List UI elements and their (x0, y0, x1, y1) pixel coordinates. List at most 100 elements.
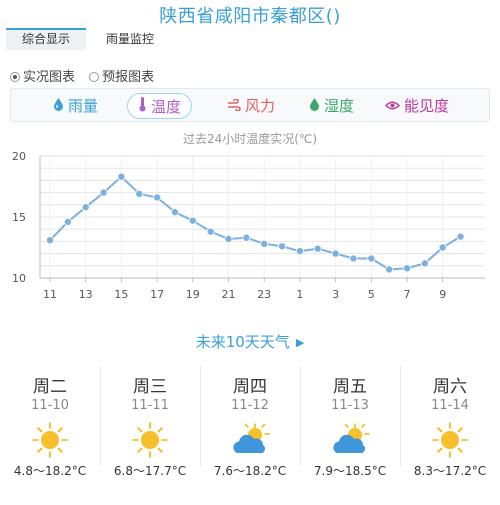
metric-wind-label: 风力 (245, 97, 276, 115)
metric-rain-label: 雨量 (68, 97, 99, 115)
day-divider (200, 366, 201, 466)
forecast-title-link[interactable]: 未来10天天气 ▶ (0, 331, 500, 352)
humidity-drop-icon (309, 95, 320, 121)
radio-forecast-chart[interactable]: 预报图表 (89, 66, 154, 85)
metric-tab-humidity[interactable]: 湿度 (309, 93, 354, 119)
x-tick-label: 11 (43, 288, 57, 301)
data-point (367, 254, 376, 263)
data-point (46, 236, 55, 245)
x-tick-label: 7 (404, 288, 411, 301)
tab-bar: 综合显示 雨量监控 (0, 28, 500, 50)
forecast-day[interactable]: 周五 11-13 7.9～18.5°C (300, 362, 400, 502)
metric-tab-temperature[interactable]: 温度 (127, 93, 193, 122)
forecast-day-date: 11-13 (331, 398, 369, 413)
forecast-temp-range: 7.6～18.2°C (213, 464, 287, 478)
wind-icon (227, 95, 241, 121)
forecast-temp-range: 6.8～17.7°C (113, 464, 187, 478)
radio-live-chart[interactable]: 实况图表 (10, 66, 75, 85)
forecast-title-text: 未来10天天气 (195, 333, 290, 351)
forecast-day-name: 周五 (333, 377, 367, 397)
y-tick-label: 10 (12, 272, 26, 285)
raindrop-icon (53, 95, 64, 121)
forecast-day-name: 周二 (33, 377, 67, 397)
metric-visibility-label: 能见度 (404, 97, 450, 115)
x-tick-label: 15 (114, 288, 128, 301)
x-tick-label: 23 (257, 288, 271, 301)
forecast-temp-range: 7.9～18.5°C (313, 464, 387, 478)
metric-humidity-label: 湿度 (324, 97, 355, 115)
data-point (153, 193, 162, 202)
data-point (81, 203, 90, 212)
metric-temperature-label: 温度 (151, 98, 182, 116)
data-point (402, 264, 411, 273)
forecast-day[interactable]: 周六 11-14 8.3～17.2°C (400, 362, 500, 502)
data-point (438, 243, 447, 252)
forecast-temp-range: 4.8～18.2°C (13, 464, 87, 478)
chart-mode-radios: 实况图表 预报图表 (10, 66, 164, 85)
sun-cloud-icon (330, 420, 370, 460)
forecast-day-name: 周四 (233, 377, 267, 397)
data-point (349, 254, 358, 263)
sun-icon (430, 420, 470, 460)
forecast-days: 周二 11-10 4.8～18.2°C 周三 11-11 6.8～17.7°C 周四 11-1… (0, 362, 500, 502)
forecast-day-name: 周六 (433, 377, 467, 397)
radio-checked-icon (10, 72, 20, 82)
temperature-series-line (49, 175, 462, 271)
radio-forecast-label: 预报图表 (102, 70, 155, 85)
x-tick-label: 5 (368, 288, 375, 301)
data-point (99, 188, 108, 197)
x-tick-label: 3 (332, 288, 339, 301)
chart-title: 过去24小时温度实况(℃) (182, 132, 318, 146)
data-point (63, 217, 72, 226)
thermometer-icon (138, 96, 147, 122)
metric-tab-rain[interactable]: 雨量 (53, 93, 98, 119)
data-point (135, 189, 144, 198)
forecast-day-name: 周三 (133, 377, 167, 397)
data-point (420, 259, 429, 268)
data-point (188, 216, 197, 225)
data-point (331, 249, 340, 258)
y-tick-label: 20 (12, 150, 26, 163)
metric-tab-visibility[interactable]: 能见度 (385, 93, 449, 119)
x-tick-label: 19 (186, 288, 200, 301)
sun-icon (130, 420, 170, 460)
forecast-day[interactable]: 周二 11-10 4.8～18.2°C (0, 362, 100, 502)
data-point (224, 234, 233, 243)
tab-rain-monitor[interactable]: 雨量监控 (105, 32, 154, 46)
forecast-day-date: 11-12 (231, 398, 269, 413)
radio-live-label: 实况图表 (23, 70, 76, 85)
data-point (295, 247, 304, 256)
y-tick-label: 15 (12, 211, 26, 224)
data-point (456, 232, 465, 241)
forecast-day[interactable]: 周四 11-12 7.6～18.2°C (200, 362, 300, 502)
day-divider (100, 366, 101, 466)
radio-unchecked-icon (89, 72, 100, 82)
sun-cloud-icon (230, 420, 270, 460)
page-title: 陕西省咸阳市秦都区() (159, 6, 341, 27)
sun-icon (30, 420, 70, 460)
data-point (206, 227, 215, 236)
metric-tabs: 雨量 温度 风力 湿度 能见度 (10, 88, 490, 122)
data-point (242, 233, 251, 242)
data-point (278, 242, 287, 251)
x-tick-label: 9 (439, 288, 446, 301)
forecast-temp-range: 8.3～17.2°C (413, 464, 487, 478)
data-point (313, 244, 322, 253)
day-divider (300, 366, 301, 466)
forecast-day[interactable]: 周三 11-11 6.8～17.7°C (100, 362, 200, 502)
x-tick-label: 17 (150, 288, 164, 301)
x-tick-label: 21 (222, 288, 236, 301)
forecast-day-date: 11-14 (431, 398, 469, 413)
tab-overview[interactable]: 综合显示 (6, 28, 86, 50)
x-tick-label: 13 (79, 288, 93, 301)
data-point (385, 265, 394, 274)
forecast-day-date: 11-11 (131, 398, 169, 413)
forecast-day-date: 11-10 (31, 398, 69, 413)
data-point (260, 239, 269, 248)
data-point (117, 172, 126, 181)
arrow-right-icon: ▶ (295, 336, 305, 349)
x-tick-label: 1 (296, 288, 303, 301)
metric-tab-wind[interactable]: 风力 (227, 93, 275, 119)
eye-icon (385, 95, 400, 121)
